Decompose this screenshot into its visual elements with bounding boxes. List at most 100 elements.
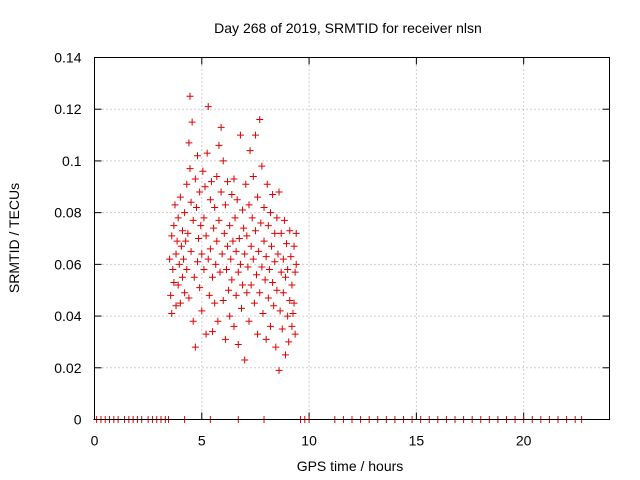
y-tick-label: 0 <box>74 412 82 428</box>
data-point <box>254 330 262 338</box>
data-point <box>178 227 186 235</box>
data-point <box>214 317 222 325</box>
data-point <box>224 178 232 186</box>
data-point <box>288 281 296 289</box>
data-point <box>172 302 180 310</box>
data-point <box>260 203 268 211</box>
data-point <box>170 278 178 286</box>
y-tick-label: 0.06 <box>54 256 81 272</box>
y-tick-label: 0.04 <box>54 308 81 324</box>
data-point <box>285 338 293 346</box>
data-point <box>263 180 271 188</box>
data-point <box>221 201 229 209</box>
data-point <box>224 242 232 250</box>
data-point <box>259 309 267 317</box>
data-point <box>218 250 226 258</box>
data-point <box>198 307 206 315</box>
data-point <box>228 191 236 199</box>
data-point <box>192 203 200 211</box>
data-point <box>239 281 247 289</box>
data-point <box>230 322 238 330</box>
data-point <box>184 229 192 237</box>
data-point <box>211 299 219 307</box>
data-point <box>222 266 230 274</box>
data-point <box>216 268 224 276</box>
data-point <box>185 139 193 147</box>
data-point <box>217 188 225 196</box>
data-point <box>289 309 297 317</box>
data-point <box>200 266 208 274</box>
data-point <box>240 224 248 232</box>
data-point <box>243 289 251 297</box>
data-point <box>248 214 256 222</box>
data-point <box>169 266 177 274</box>
data-point <box>207 178 215 186</box>
data-point <box>290 299 298 307</box>
data-point <box>233 196 241 204</box>
data-point <box>273 214 281 222</box>
data-point <box>236 260 244 268</box>
data-point <box>266 209 274 217</box>
data-point <box>284 312 292 320</box>
data-point <box>212 260 220 268</box>
data-point <box>249 255 257 263</box>
data-point <box>258 263 266 271</box>
data-point <box>194 152 201 160</box>
data-point <box>213 172 221 180</box>
data-point <box>250 299 258 307</box>
data-point <box>242 180 250 188</box>
data-point <box>241 356 249 364</box>
data-point <box>204 103 212 111</box>
y-tick-label: 0.08 <box>54 205 81 221</box>
data-point <box>281 351 289 359</box>
data-point <box>236 131 244 139</box>
data-point <box>196 188 204 196</box>
data-point <box>235 235 243 242</box>
data-point <box>219 297 227 305</box>
data-point <box>287 253 295 261</box>
data-point <box>176 193 184 201</box>
data-point <box>196 284 204 292</box>
data-point <box>168 309 176 317</box>
data-point <box>187 198 195 206</box>
data-point <box>232 291 240 299</box>
data-point <box>210 224 218 232</box>
data-point <box>199 167 207 175</box>
y-tick-label: 0.12 <box>54 101 81 117</box>
data-point <box>166 255 174 263</box>
data-point <box>204 255 212 263</box>
data-point <box>249 172 257 180</box>
data-point <box>202 232 210 240</box>
data-point <box>290 242 298 250</box>
data-point <box>281 273 289 281</box>
data-point <box>225 286 233 294</box>
data-point <box>189 317 197 325</box>
data-point <box>200 214 208 222</box>
data-point <box>226 312 234 320</box>
plot-frame <box>94 57 610 420</box>
data-point <box>186 92 194 100</box>
data-point <box>195 235 203 242</box>
data-point <box>258 162 266 170</box>
data-point <box>279 289 287 297</box>
data-point <box>286 297 294 305</box>
data-point <box>202 330 210 338</box>
data-point <box>251 131 259 139</box>
data-point <box>269 191 277 199</box>
data-point <box>209 273 217 281</box>
data-point <box>284 266 292 274</box>
y-tick-label: 0.02 <box>54 360 81 376</box>
data-point <box>190 273 198 281</box>
data-point <box>253 271 261 279</box>
x-tick-label: 20 <box>516 433 532 449</box>
data-point <box>180 255 188 263</box>
data-point <box>283 240 291 248</box>
data-point <box>292 229 300 237</box>
data-point <box>256 116 264 124</box>
data-point <box>261 276 269 284</box>
data-point <box>254 193 262 201</box>
data-point <box>234 268 242 276</box>
tick-labels: 0 0.02 0.04 0.06 0.08 0.1 0.12 0.14 0 5 10 15 20 <box>54 50 531 449</box>
